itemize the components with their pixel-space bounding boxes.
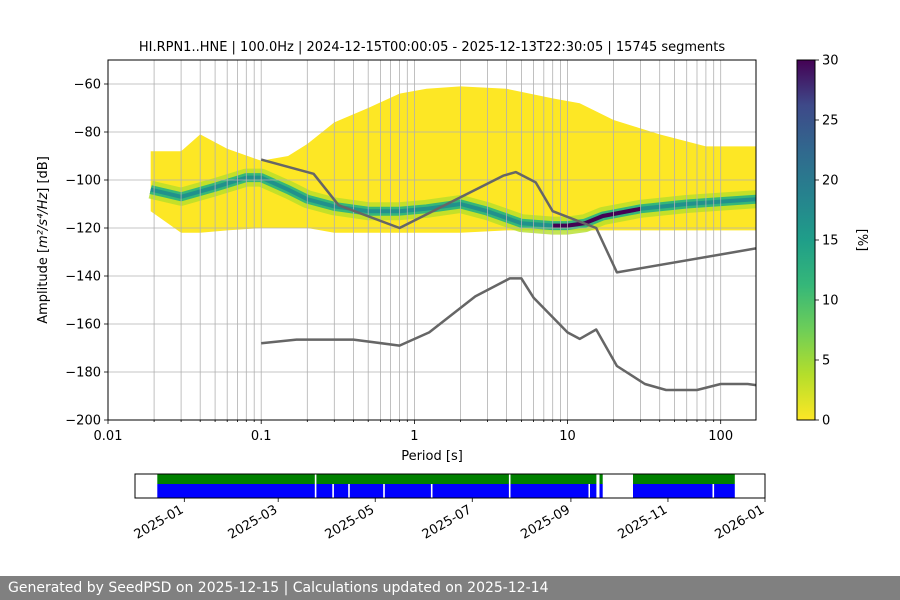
timeline-ticks: 2025-01 2025-03 2025-05 2025-07 2025-09 2025-… bbox=[132, 498, 767, 543]
availability-segment bbox=[432, 484, 509, 498]
availability-segment bbox=[714, 484, 735, 498]
footer-text: Generated by SeedPSD on 2025-12-15 | Cal… bbox=[8, 580, 549, 596]
y-tick-label: −100 bbox=[65, 174, 101, 189]
timeline-tick-label: 2025-01 bbox=[132, 502, 187, 542]
y-tick-label: −60 bbox=[74, 78, 101, 93]
availability-segment bbox=[590, 484, 597, 498]
chart-title: HI.RPN1..HNE | 100.0Hz | 2024-12-15T00:0… bbox=[139, 40, 726, 55]
x-tick-label: 100 bbox=[708, 429, 733, 444]
y-tick-label: −160 bbox=[65, 318, 101, 333]
colorbar-tick-label: 25 bbox=[822, 114, 839, 129]
timeline-tick-label: 2025-07 bbox=[420, 502, 475, 542]
footer-bar: Generated by SeedPSD on 2025-12-15 | Cal… bbox=[0, 576, 900, 600]
x-tick-label: 0.01 bbox=[94, 429, 123, 444]
timeline-tick-label: 2025-09 bbox=[518, 502, 573, 542]
availability-segment bbox=[333, 484, 349, 498]
colorbar-tick-label: 30 bbox=[822, 54, 839, 69]
colorbar: 0 5 10 15 20 25 30 [%] bbox=[796, 54, 869, 429]
colorbar-gradient bbox=[796, 59, 816, 421]
availability-segment bbox=[316, 474, 509, 484]
availability-segment bbox=[157, 474, 315, 484]
colorbar-ticks: 0 5 10 15 20 25 30 bbox=[815, 54, 839, 429]
availability-segment bbox=[316, 484, 333, 498]
y-tick-label: −120 bbox=[65, 222, 101, 237]
y-tick-label: −80 bbox=[74, 126, 101, 141]
timeline-tick-label: 2026-01 bbox=[712, 502, 767, 542]
y-axis-label-suffix: ] [dB] bbox=[36, 156, 51, 193]
y-axis-label-units: m²/s⁴/Hz bbox=[36, 192, 51, 248]
availability-segment bbox=[157, 484, 315, 498]
timeline-tick-label: 2025-03 bbox=[226, 502, 281, 542]
noise-model-curves bbox=[260, 158, 756, 392]
x-tick-label: 0.1 bbox=[251, 429, 272, 444]
x-ticks: 0.01 0.1 1 10 100 bbox=[94, 420, 733, 444]
y-tick-label: −140 bbox=[65, 270, 101, 285]
availability-segment bbox=[510, 474, 597, 484]
y-tick-label: −200 bbox=[65, 414, 101, 429]
availability-segment bbox=[349, 484, 384, 498]
figure: HI.RPN1..HNE | 100.0Hz | 2024-12-15T00:0… bbox=[36, 40, 869, 543]
x-axis-label: Period [s] bbox=[401, 449, 463, 464]
colorbar-tick-label: 20 bbox=[822, 174, 839, 189]
grid bbox=[108, 60, 756, 420]
colorbar-tick-label: 10 bbox=[822, 294, 839, 309]
low-noise-model-line bbox=[261, 277, 756, 392]
y-axis-label: Amplitude [m²/s⁴/Hz] [dB] bbox=[36, 156, 51, 324]
availability-segment bbox=[510, 484, 589, 498]
timeline-frame bbox=[134, 473, 766, 499]
timeline-tick-label: 2025-11 bbox=[615, 502, 670, 542]
availability-segment bbox=[384, 484, 431, 498]
availability-segment bbox=[633, 474, 735, 484]
availability-segment bbox=[633, 484, 713, 498]
plot-frame bbox=[107, 59, 757, 421]
x-tick-label: 10 bbox=[559, 429, 576, 444]
colorbar-tick-label: 0 bbox=[822, 414, 830, 429]
heatmap-plot: 0.01 0.1 1 10 100 −60 −80 −100 −120 −140 −160 −180… bbox=[36, 59, 757, 464]
timeline-bars bbox=[157, 474, 735, 498]
colorbar-tick-label: 5 bbox=[822, 354, 830, 369]
y-ticks: −60 −80 −100 −120 −140 −160 −180 −200 bbox=[65, 78, 108, 429]
availability-segment bbox=[599, 484, 603, 498]
timeline-tick-label: 2025-05 bbox=[323, 502, 378, 542]
data-availability-timeline: 2025-01 2025-03 2025-05 2025-07 2025-09 2025-… bbox=[132, 473, 767, 543]
colorbar-tick-label: 15 bbox=[822, 234, 839, 249]
x-tick-label: 1 bbox=[410, 429, 418, 444]
y-tick-label: −180 bbox=[65, 366, 101, 381]
ppsd-distribution bbox=[148, 86, 756, 235]
high-noise-model-line bbox=[260, 158, 756, 274]
availability-segment bbox=[599, 474, 603, 484]
colorbar-label: [%] bbox=[854, 229, 869, 252]
y-axis-label-prefix: Amplitude [ bbox=[36, 248, 51, 324]
